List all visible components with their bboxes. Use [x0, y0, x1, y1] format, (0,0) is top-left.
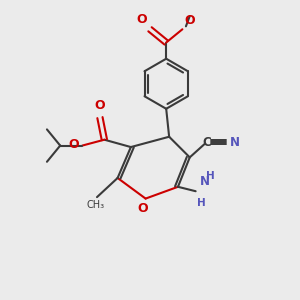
- Text: O: O: [137, 202, 148, 215]
- Text: H: H: [206, 171, 215, 181]
- Text: H: H: [197, 198, 206, 208]
- Text: O: O: [94, 99, 105, 112]
- Text: C: C: [202, 136, 211, 148]
- Text: O: O: [68, 138, 79, 151]
- Text: N: N: [200, 175, 209, 188]
- Text: O: O: [185, 14, 195, 27]
- Text: O: O: [136, 13, 147, 26]
- Text: N: N: [230, 136, 240, 148]
- Text: CH₃: CH₃: [86, 200, 105, 210]
